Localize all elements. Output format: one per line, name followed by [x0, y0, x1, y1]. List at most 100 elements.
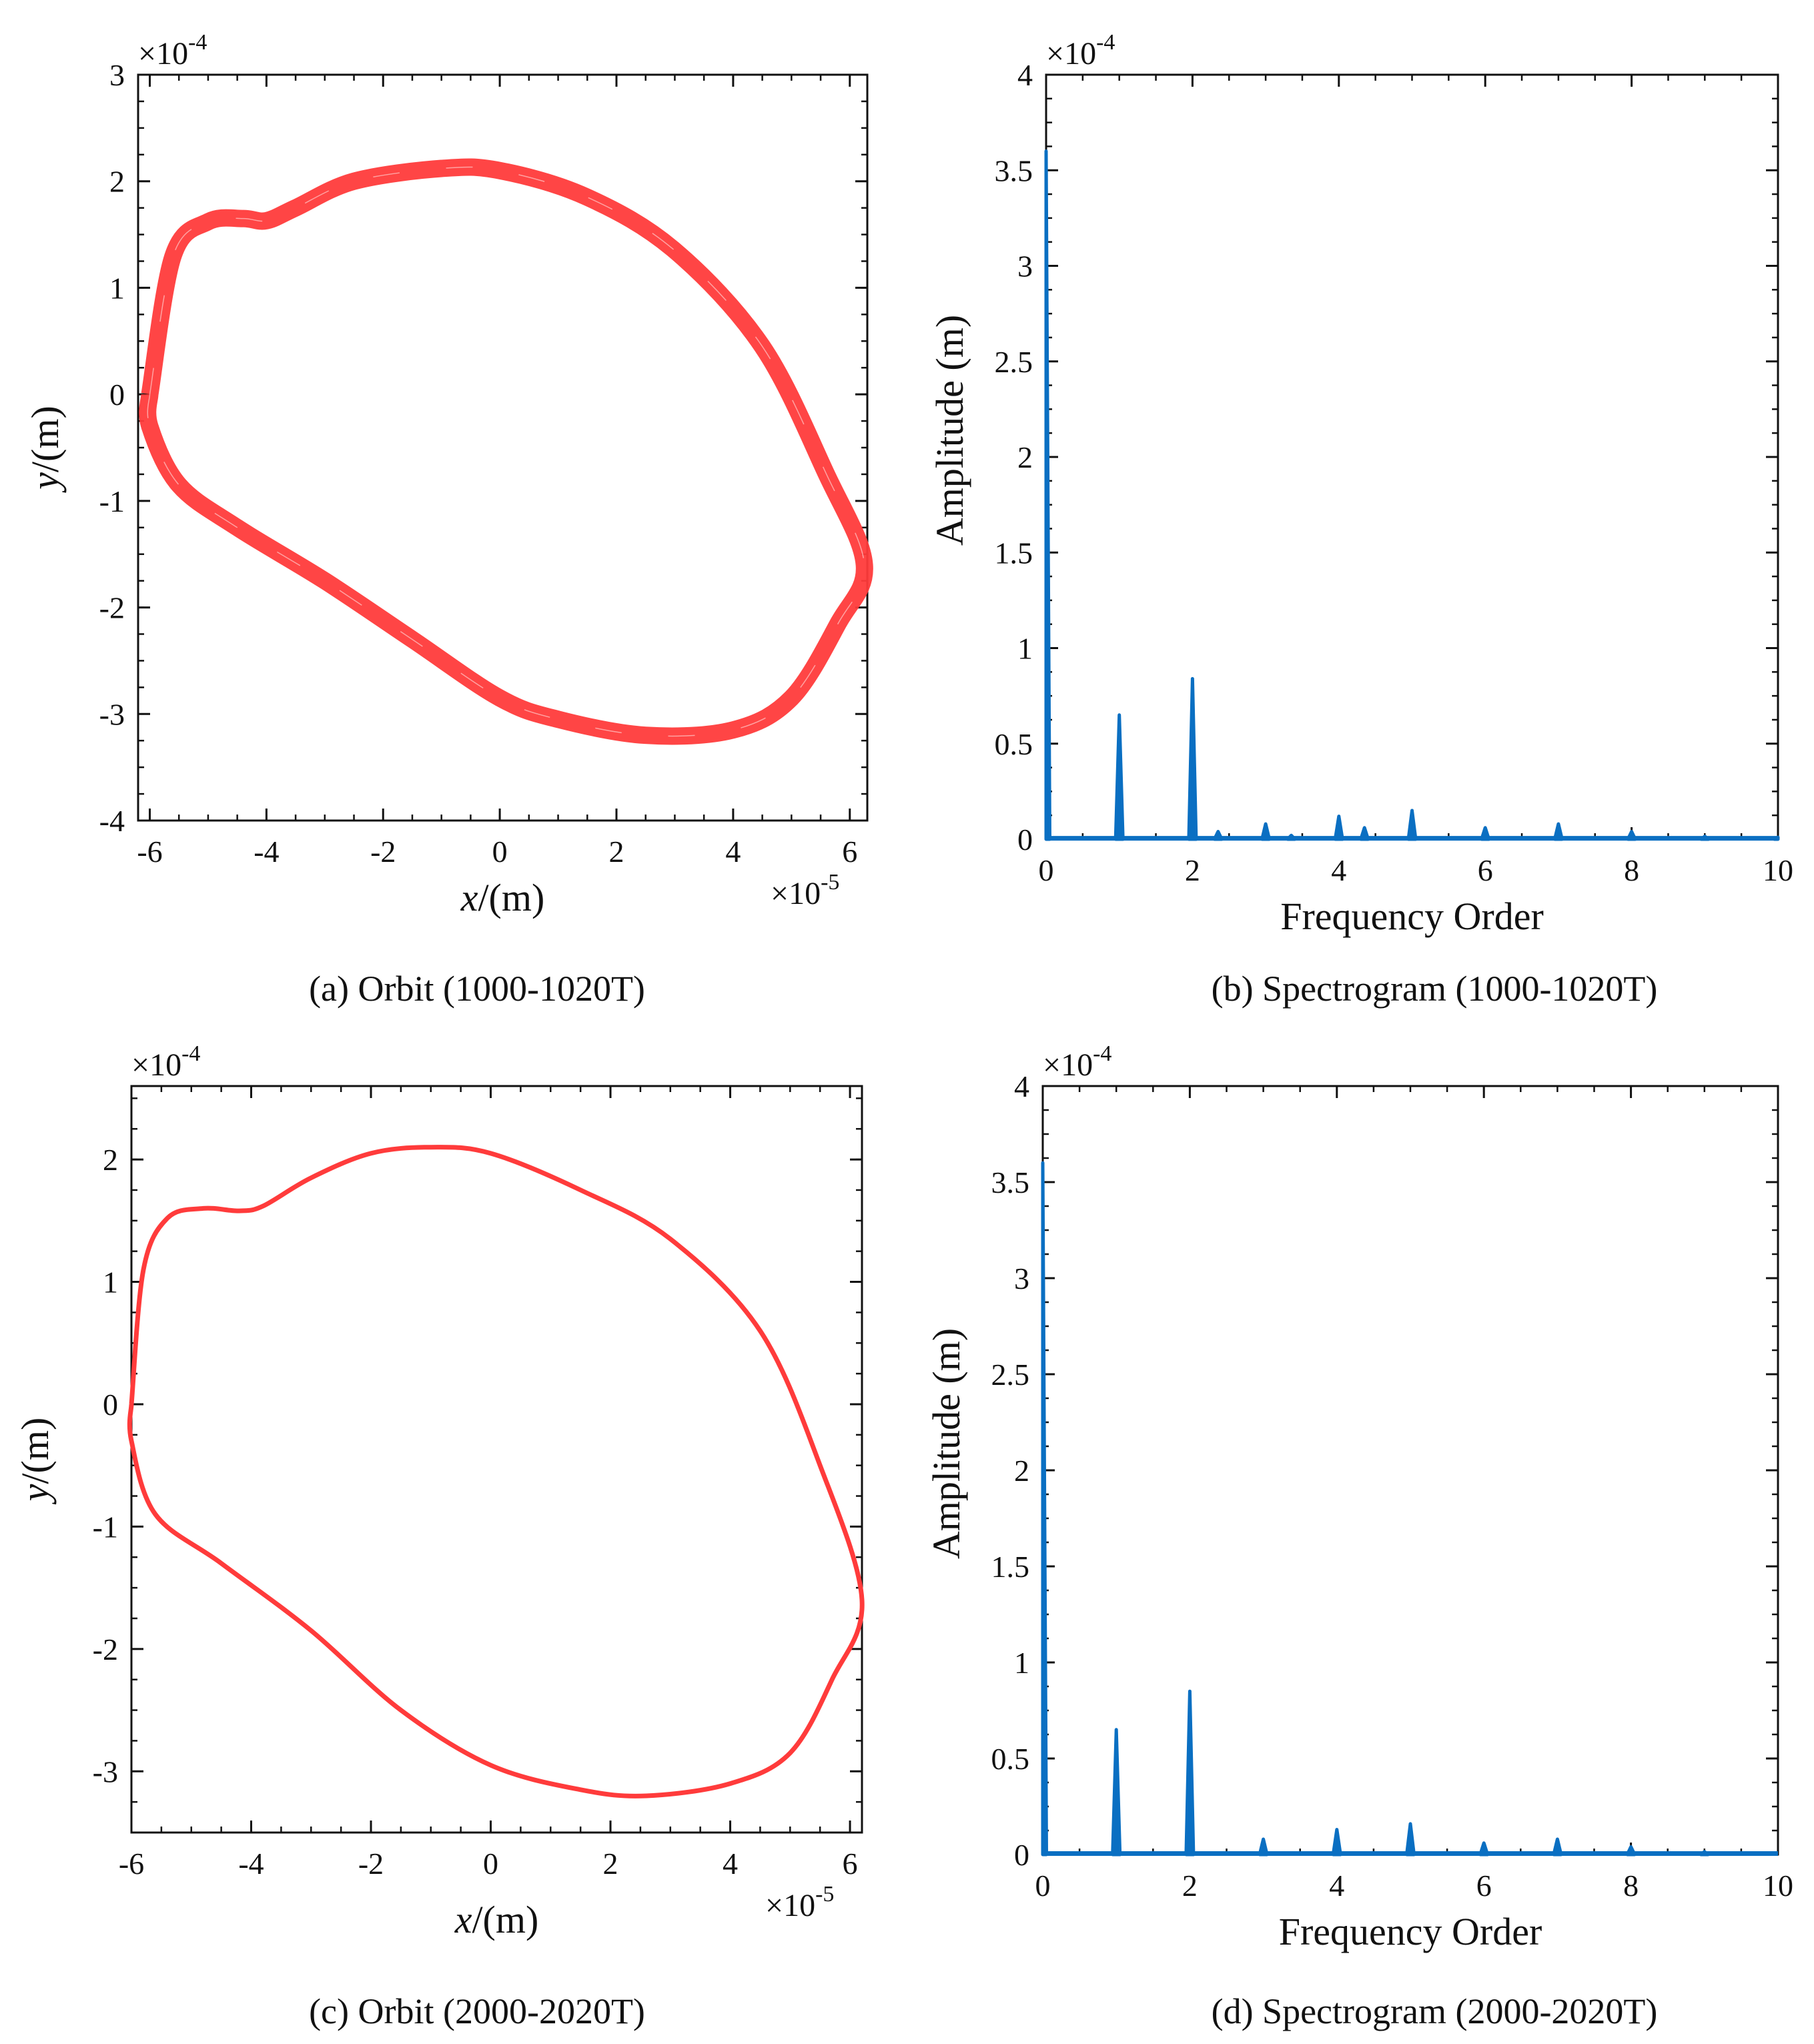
- panel-b-x-axis-label: Frequency Order: [1280, 895, 1544, 938]
- panel-a-y-tick-label: 2: [109, 165, 125, 199]
- panel-d-spectrum-peak: [1111, 1728, 1122, 1857]
- panel-b-x-tick-label: 8: [1624, 853, 1639, 887]
- panel-c-y-tick-label: 2: [103, 1143, 118, 1177]
- panel-d-spectrum-peak: [1184, 1689, 1196, 1857]
- panel-d-spectrum-peak: [1404, 1822, 1416, 1857]
- panel-c-y-multiplier-exponent: -4: [181, 1041, 200, 1066]
- panel-d-y-tick-label: 2.5: [991, 1358, 1030, 1392]
- panel-c-x-tick-label: 6: [843, 1847, 858, 1881]
- panel-b-spectrogram: 0 2 4 6 8 10 0 0.5 1 1.5 2 2.5 3 3.5 4 Frequency Order A…: [928, 30, 1793, 938]
- panel-a-orbit: -6 -4 -2 0 2 4 6 3 2 1 0 -1 -2 -3 -4 x/(m) y/(m) ×10-4 ×10…: [23, 30, 873, 919]
- panel-a-x-tick-label: -6: [137, 835, 162, 869]
- panel-b-spectrum-peak: [1260, 822, 1272, 841]
- panel-c-axes-frame: [130, 1085, 863, 1834]
- panel-a-x-multiplier-exponent: -5: [821, 870, 839, 895]
- caption-d: (d) Spectrogram (2000-2020T): [1212, 1991, 1658, 2031]
- panel-a-y-multiplier: ×10-4: [138, 30, 207, 71]
- panel-b-spectrum-peak: [1333, 815, 1344, 841]
- panel-b-spectrum-peak: [1212, 830, 1224, 841]
- panel-a-orbit-band: [139, 158, 873, 745]
- panel-b-spectrum-peak: [1699, 835, 1711, 841]
- panel-b-y-tick-label: 1.5: [995, 536, 1033, 570]
- panel-c-y-tick-label: 0: [103, 1388, 118, 1422]
- panel-d-y-tick-label: 3.5: [991, 1165, 1030, 1199]
- panel-d-x-tick-label: 6: [1476, 1869, 1492, 1903]
- panel-a-x-tick-label: -2: [370, 835, 396, 869]
- panel-c-orbit-line: [127, 1145, 865, 1799]
- panel-d-spectrum-peak: [1041, 1161, 1049, 1857]
- panel-c-y-tick-label: 1: [103, 1265, 118, 1300]
- panel-b-spectrum-peak: [1480, 826, 1491, 841]
- panel-d-spectrum-peak: [1552, 1837, 1563, 1857]
- panel-d-y-tick-label: 0: [1014, 1838, 1029, 1872]
- panel-b-spectrum-peak: [1359, 826, 1370, 841]
- panel-b-y-multiplier-exponent: -4: [1096, 30, 1115, 55]
- panel-d-x-axis-label: Frequency Order: [1279, 1910, 1542, 1953]
- panel-d-y-tick-label: 1.5: [991, 1550, 1030, 1584]
- panel-d-y-tick-label: 2: [1014, 1454, 1029, 1488]
- panel-d-y-axis-label: Amplitude (m): [925, 1328, 968, 1559]
- panel-b-y-tick-label: 0: [1017, 823, 1033, 857]
- panel-d-y-multiplier: ×10-4: [1043, 1041, 1111, 1083]
- panel-a-x-tick-label: 4: [725, 835, 741, 869]
- panel-b-x-tick-label: 0: [1039, 853, 1054, 887]
- panel-c-x-tick-label: -2: [358, 1847, 384, 1881]
- panel-b-spectrum-peak: [1286, 833, 1297, 841]
- panel-b-y-tick-label: 3: [1017, 249, 1033, 284]
- panel-b-spectrum-peak: [1187, 676, 1198, 841]
- panel-b-y-tick-label: 0.5: [995, 727, 1033, 761]
- panel-a-y-tick-label: 3: [109, 58, 125, 92]
- panel-d-spectrum-peak: [1478, 1841, 1490, 1857]
- panel-d-y-tick-label: 3: [1014, 1261, 1029, 1296]
- panel-c-x-tick-label: 0: [483, 1847, 498, 1881]
- panel-a-y-tick-label: 0: [109, 378, 125, 412]
- panel-d-y-tick-label: 4: [1014, 1069, 1029, 1103]
- panel-b-x-tick-label: 6: [1478, 853, 1493, 887]
- panel-b-y-tick-label: 1: [1017, 632, 1033, 666]
- panel-a-x-tick-label: 0: [492, 835, 508, 869]
- caption-a: (a) Orbit (1000-1020T): [309, 969, 645, 1009]
- panel-c-x-tick-label: -6: [119, 1847, 144, 1881]
- panel-c-x-multiplier: ×10-5: [765, 1882, 834, 1923]
- panel-a-y-axis-label: y/(m): [23, 406, 67, 493]
- panel-b-axes-frame: [1045, 73, 1779, 841]
- panel-c-y-tick-label: -3: [93, 1754, 118, 1788]
- panel-d-spectrum-peak: [1258, 1837, 1269, 1857]
- panel-b-spectrum-peak: [1113, 713, 1125, 841]
- panel-c-x-axis-label: x/(m): [454, 1898, 539, 1941]
- panel-b-y-tick-label: 3.5: [995, 153, 1033, 187]
- panel-c-orbit: -6 -4 -2 0 2 4 6 2 1 0 -1 -2 -3 x/(m) y/(m) ×10-4 ×10-5: [13, 1041, 865, 1941]
- panel-b-y-tick-label: 4: [1017, 58, 1033, 92]
- panel-d-x-tick-label: 4: [1329, 1869, 1344, 1903]
- panel-b-y-tick-label: 2: [1017, 440, 1033, 474]
- panel-b-spectrum-peak: [1552, 822, 1564, 841]
- panel-a-x-axis-label: x/(m): [460, 876, 545, 919]
- panel-a-x-tick-label: -4: [254, 835, 279, 869]
- panel-a-x-multiplier: ×10-5: [771, 870, 839, 911]
- panel-b-x-tick-label: 10: [1763, 853, 1793, 887]
- panel-b-y-axis-label: Amplitude (m): [928, 315, 971, 546]
- panel-d-y-tick-label: 0.5: [991, 1742, 1030, 1776]
- panel-a-y-tick-label: 1: [109, 271, 125, 305]
- panel-d-spectrum-peak: [1331, 1828, 1342, 1857]
- panel-c-y-tick-label: -1: [93, 1510, 118, 1544]
- panel-b-y-tick-label: 2.5: [995, 345, 1033, 379]
- panel-d-y-tick-label: 1: [1014, 1646, 1029, 1680]
- panel-c-x-tick-label: 4: [723, 1847, 738, 1881]
- panel-c-x-tick-label: 2: [603, 1847, 618, 1881]
- panel-d-y-multiplier-exponent: -4: [1093, 1041, 1111, 1066]
- panel-a-y-tick-label: -4: [99, 804, 125, 838]
- panel-a-y-tick-label: -1: [99, 484, 125, 518]
- panel-d-axes-frame: [1041, 1085, 1779, 1856]
- panel-a-y-tick-label: -3: [99, 697, 125, 731]
- panel-b-spectrum-peak: [1044, 149, 1051, 841]
- panel-a-orbit-inner-trace: [147, 166, 865, 737]
- caption-b: (b) Spectrogram (1000-1020T): [1212, 969, 1658, 1009]
- panel-c-x-tick-label: -4: [238, 1847, 264, 1881]
- panel-c-y-multiplier: ×10-4: [131, 1041, 200, 1083]
- panel-b-x-tick-label: 2: [1185, 853, 1200, 887]
- panel-d-x-tick-label: 2: [1182, 1869, 1198, 1903]
- panel-c-y-axis-label: y/(m): [13, 1418, 57, 1505]
- panel-b-y-multiplier: ×10-4: [1046, 30, 1115, 71]
